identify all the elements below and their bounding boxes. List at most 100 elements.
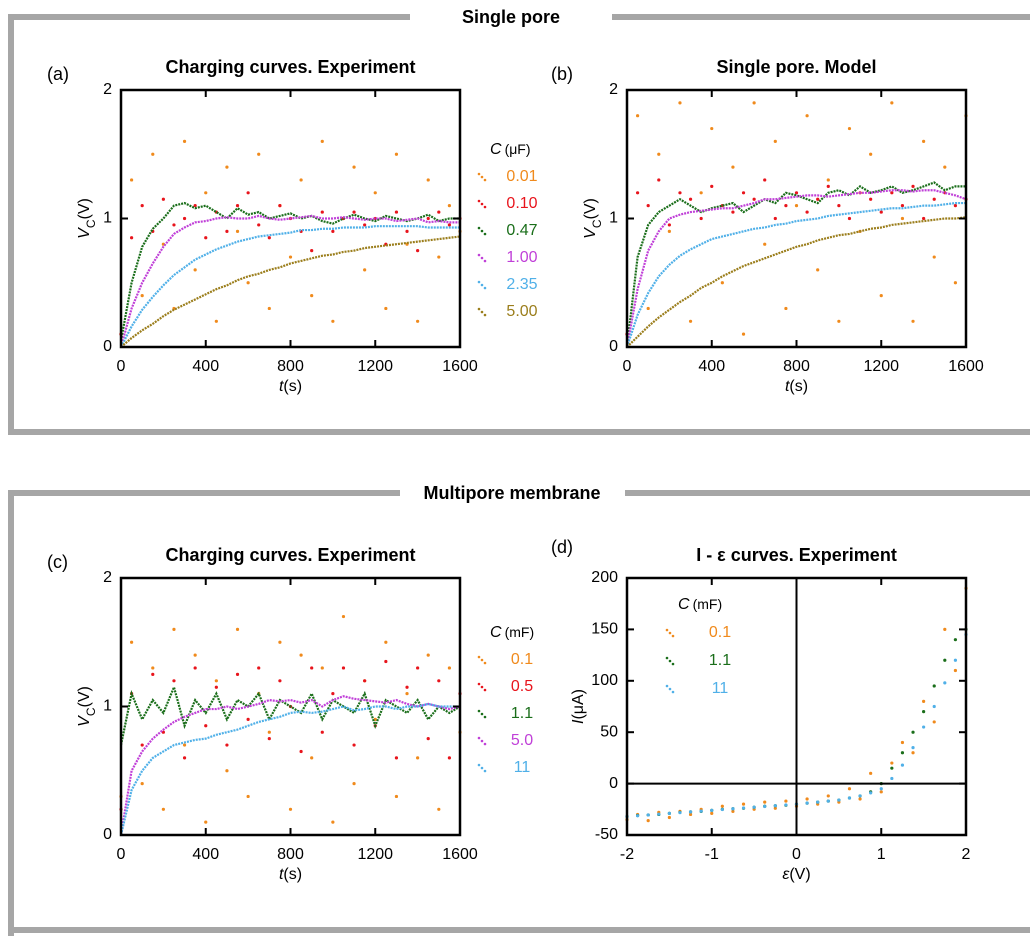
data-point [847, 787, 852, 791]
legend-label: 0.1 [511, 651, 533, 668]
x-tick-label: 2 [962, 846, 971, 863]
legend-marker [665, 628, 669, 632]
data-point [953, 658, 958, 662]
x-tick-label: 400 [192, 358, 219, 375]
data-point [182, 756, 187, 760]
legend-marker [477, 763, 481, 767]
data-point [900, 751, 905, 755]
data-point [204, 820, 208, 824]
data-point [299, 653, 303, 657]
legend-marker [483, 232, 487, 236]
y-axis-symbol: I [570, 719, 587, 724]
legend-label: 0.5 [511, 678, 533, 695]
data-point [447, 204, 452, 208]
data-point [773, 806, 777, 810]
data-point [140, 782, 144, 786]
data-point [437, 679, 441, 683]
panel-label: (d) [551, 537, 573, 557]
data-point [731, 807, 735, 811]
data-point [741, 332, 746, 336]
data-point [869, 771, 873, 775]
data-point [911, 730, 915, 734]
data-point [394, 794, 399, 799]
data-point [688, 810, 693, 814]
data-point [635, 814, 640, 818]
data-point [151, 672, 155, 676]
data-point [932, 197, 936, 201]
data-point [405, 229, 409, 233]
data-point [267, 730, 271, 734]
legend-marker [480, 766, 484, 770]
data-point [826, 184, 830, 188]
data-point [858, 794, 862, 798]
data-point [773, 139, 777, 143]
y-tick-label: 0 [103, 338, 112, 355]
legend-label: 0.01 [506, 168, 537, 185]
legend-marker [665, 684, 669, 688]
data-point [214, 685, 218, 689]
legend-label: 5.00 [506, 303, 537, 320]
x-axis-unit: (V) [789, 866, 810, 883]
data-point [646, 813, 650, 817]
data-line [119, 702, 460, 836]
data-point [363, 268, 367, 272]
data-point [826, 799, 830, 803]
data-point [225, 743, 229, 747]
data-point [384, 306, 388, 311]
data-line [119, 683, 461, 746]
data-point [773, 804, 777, 808]
chart-title: Charging curves. Experiment [165, 57, 415, 77]
data-point [225, 769, 229, 773]
data-point [225, 165, 229, 169]
data-point [278, 640, 282, 644]
data-point [320, 139, 324, 143]
data-point [847, 126, 852, 131]
data-point [299, 749, 303, 754]
x-tick-label: 0 [623, 358, 632, 375]
data-point [140, 294, 144, 298]
x-tick-label: 800 [783, 358, 810, 375]
data-point [320, 730, 324, 734]
data-point [278, 679, 282, 683]
legend-marker [477, 253, 481, 257]
data-point [204, 191, 208, 195]
panel-label: (b) [551, 64, 573, 84]
data-point [710, 126, 714, 131]
y-axis-symbol: V [582, 227, 599, 239]
data-point [257, 666, 261, 670]
legend-label: 0.47 [506, 222, 537, 239]
data-point [657, 152, 661, 156]
data-point [426, 178, 430, 182]
y-tick-label: 2 [609, 81, 618, 98]
x-tick-label: 0 [117, 846, 126, 863]
legend-title: C (mF) [678, 596, 722, 614]
data-point [635, 114, 640, 118]
data-point [172, 223, 176, 227]
data-point [352, 165, 356, 169]
data-point [911, 319, 915, 323]
data-point [394, 210, 399, 214]
y-axis-subscript: C [590, 219, 604, 228]
data-point [794, 204, 799, 208]
data-point [225, 229, 229, 233]
legend-marker [483, 688, 487, 692]
legend-marker [671, 690, 675, 694]
legend-marker [483, 769, 487, 773]
data-point [140, 743, 144, 747]
data-line [120, 235, 461, 348]
data-point [731, 210, 735, 214]
legend-label: 0.10 [506, 195, 537, 212]
legend-marker [668, 687, 672, 691]
legend-unit: (mF) [693, 596, 723, 612]
x-tick-label: 0 [117, 358, 126, 375]
chart-title: Charging curves. Experiment [165, 545, 415, 565]
data-point [214, 319, 218, 323]
data-point [310, 756, 314, 760]
chart-title: Single pore. Model [716, 57, 876, 77]
panel-label: (a) [47, 64, 69, 84]
data-point [384, 640, 388, 644]
data-point [890, 761, 894, 765]
x-tick-label: 1200 [357, 846, 393, 863]
data-point [373, 191, 377, 195]
data-point [678, 101, 682, 105]
